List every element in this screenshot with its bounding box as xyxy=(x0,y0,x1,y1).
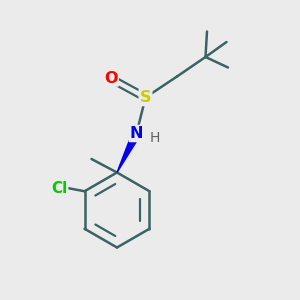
Text: Cl: Cl xyxy=(51,181,67,196)
Polygon shape xyxy=(117,132,140,172)
Text: N: N xyxy=(130,126,143,141)
Text: O: O xyxy=(104,70,118,86)
Text: H: H xyxy=(149,131,160,145)
Text: S: S xyxy=(140,90,151,105)
